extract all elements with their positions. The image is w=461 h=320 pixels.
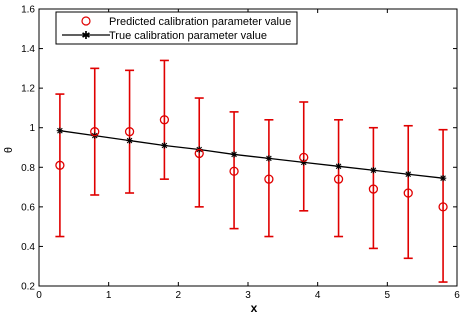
- predicted-value-marker: [229, 166, 239, 176]
- predicted-value-marker: [55, 160, 65, 170]
- y-tick-label: 1: [29, 123, 35, 134]
- legend-circle-marker: [81, 16, 91, 26]
- predicted-value-marker: [194, 148, 204, 159]
- legend-label-predicted: Predicted calibration parameter value: [109, 16, 291, 28]
- legend-box: [55, 11, 298, 45]
- y-tick-label: 0.4: [21, 242, 35, 253]
- true-value-marker: [126, 137, 133, 144]
- legend-star-marker: ✱: [81, 29, 90, 42]
- predicted-value-marker: [333, 174, 344, 184]
- true-value-marker: [161, 142, 168, 149]
- y-axis-label: θ: [3, 147, 15, 153]
- x-tick-label: 2: [176, 290, 182, 301]
- y-tick-label: 0.2: [21, 282, 35, 293]
- x-tick-label: 5: [385, 290, 391, 301]
- true-value-marker: [405, 171, 412, 178]
- true-value-marker: [265, 155, 273, 162]
- series-layer: [55, 59, 448, 283]
- predicted-value-marker: [264, 174, 274, 184]
- predicted-value-marker: [159, 115, 170, 125]
- true-value-line: [59, 130, 444, 179]
- true-value-marker: [370, 167, 377, 174]
- y-tick-label: 0.8: [21, 163, 35, 174]
- axis-ticks: 0 1 2 3 4 5 6 0.2 0.4 0.6 0.8 1 1.2 1.4 1.6: [21, 5, 460, 302]
- true-value-marker: [335, 163, 342, 170]
- legend-label-true: True calibration parameter value: [109, 30, 267, 42]
- predicted-value-marker: [368, 184, 379, 194]
- plot-area: [38, 8, 458, 287]
- true-value-marker: [230, 151, 238, 158]
- predicted-value-marker: [403, 188, 413, 198]
- x-tick-label: 0: [36, 290, 42, 301]
- y-tick-label: 1.6: [21, 5, 35, 16]
- predicted-value-marker: [299, 152, 309, 163]
- x-axis-label: x: [251, 301, 258, 315]
- y-tick-label: 0.6: [21, 202, 35, 213]
- x-tick-label: 6: [454, 290, 460, 301]
- predicted-value-marker: [90, 127, 100, 137]
- y-tick-label: 1.4: [21, 44, 35, 55]
- x-tick-label: 4: [315, 290, 321, 301]
- x-tick-label: 3: [245, 290, 251, 301]
- predicted-value-marker: [124, 127, 135, 137]
- true-value-marker: [439, 174, 447, 182]
- legend: Predicted calibration parameter value ✱ …: [55, 11, 298, 45]
- x-tick-label: 1: [106, 290, 112, 301]
- y-tick-label: 1.2: [21, 84, 35, 95]
- predicted-value-marker: [438, 202, 448, 212]
- true-value-marker: [56, 127, 64, 134]
